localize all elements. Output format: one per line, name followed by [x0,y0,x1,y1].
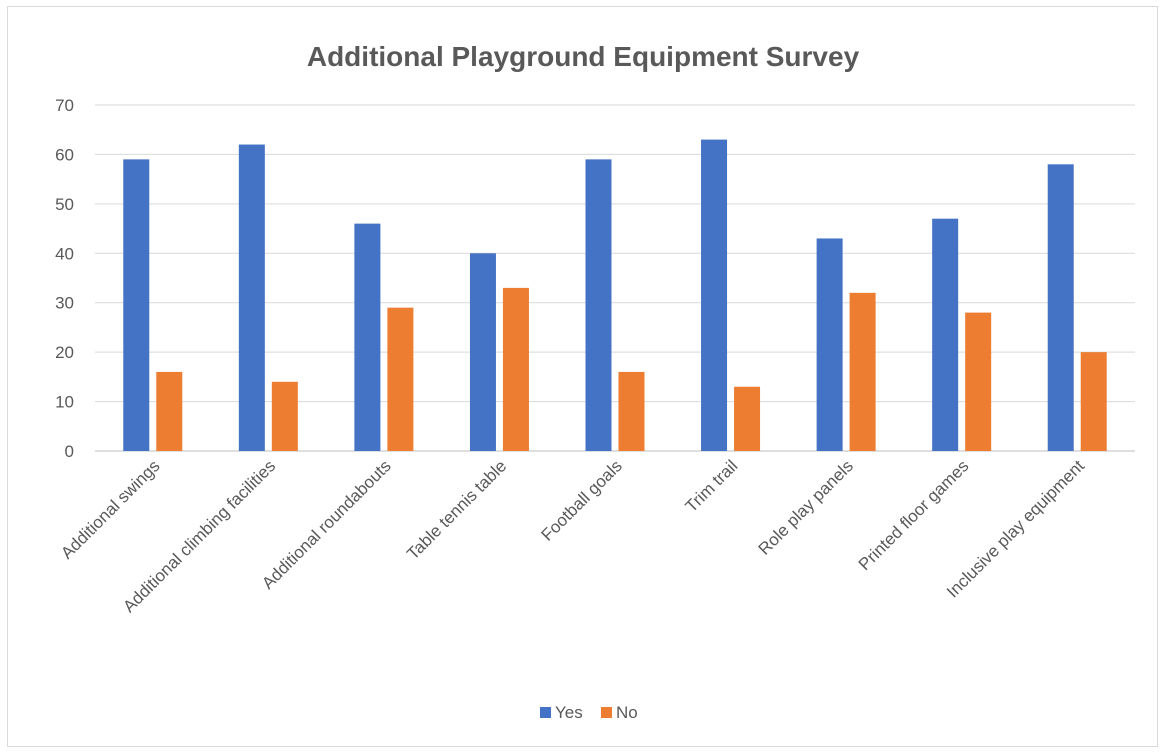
bar-yes-1 [238,144,265,452]
chart-title: Additional Playground Equipment Survey [307,41,860,72]
y-axis-ticks: 0 10 20 30 40 50 60 70 [55,96,74,461]
bar-yes-5 [701,139,728,451]
gridlines [95,104,1135,452]
legend-swatch-no [601,707,612,718]
bar-no-2 [387,307,414,451]
y-tick-label: 20 [55,343,74,362]
y-tick-label: 30 [55,294,74,313]
bar-yes-0 [123,159,150,451]
bar-yes-8 [1047,164,1074,452]
legend-label-yes: Yes [555,703,583,722]
y-tick-label: 60 [55,145,74,164]
bar-no-4 [618,371,645,451]
bar-yes-2 [354,223,381,451]
x-category-label: Role play panels [755,456,857,558]
x-category-label: Printed floor games [855,456,973,574]
bar-yes-7 [932,218,959,451]
bar-no-6 [849,292,876,451]
y-tick-label: 50 [55,195,74,214]
legend-label-no: No [616,703,638,722]
legend: Yes No [540,703,638,722]
legend-swatch-yes [540,707,551,718]
bar-no-5 [734,386,761,451]
x-category-label: Trim trail [682,456,742,516]
bar-no-0 [156,371,183,451]
y-tick-label: 0 [65,442,74,461]
bar-yes-3 [469,253,496,451]
bar-no-1 [271,381,298,451]
bar-no-7 [965,312,992,451]
bar-no-8 [1080,352,1107,451]
y-tick-label: 10 [55,393,74,412]
bar-yes-6 [816,238,843,451]
x-category-label: Additional swings [57,456,163,562]
y-tick-label: 70 [55,96,74,115]
bar-no-3 [502,287,529,451]
x-category-label: Inclusive play equipment [943,456,1088,601]
bars [123,139,1107,452]
bar-yes-4 [585,159,612,451]
x-category-label: Additional roundabouts [258,456,394,592]
x-category-label: Football goals [538,456,626,544]
y-tick-label: 40 [55,244,74,263]
x-category-label: Table tennis table [403,456,510,563]
